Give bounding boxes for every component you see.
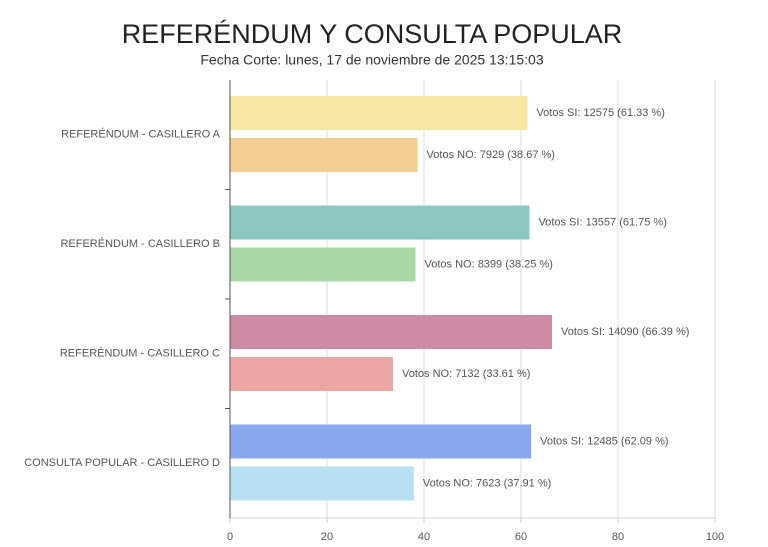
- bar: [230, 138, 418, 172]
- value-label: Votos SI: 14090 (66.39 %): [561, 326, 689, 338]
- x-tick-label: 40: [418, 531, 430, 543]
- y-tick-label: REFERÉNDUM - CASILLERO B: [60, 237, 220, 250]
- chart-title: REFERÉNDUM Y CONSULTA POPULAR: [122, 19, 623, 49]
- bar: [230, 205, 530, 240]
- bar: [230, 315, 552, 349]
- value-label: Votos SI: 12485 (62.09 %): [540, 435, 668, 447]
- value-label: Votos SI: 12575 (61.33 %): [536, 107, 664, 119]
- x-tick-label: 100: [706, 531, 724, 543]
- bar: [230, 357, 394, 391]
- x-tick-label: 60: [515, 531, 527, 543]
- y-tick-label: REFERÉNDUM - CASILLERO C: [60, 347, 220, 360]
- value-label: Votos NO: 7929 (38.67 %): [427, 149, 555, 161]
- x-tick-label: 20: [321, 531, 333, 543]
- value-label: Votos NO: 7623 (37.91 %): [423, 477, 551, 489]
- bar: [230, 466, 414, 501]
- bar: [230, 424, 532, 459]
- x-tick-label: 0: [227, 531, 233, 543]
- chart-subtitle: Fecha Corte: lunes, 17 de noviembre de 2…: [200, 52, 543, 68]
- value-label: Votos SI: 13557 (61.75 %): [538, 216, 666, 228]
- y-tick-label: REFERÉNDUM - CASILLERO A: [61, 128, 221, 141]
- bar: [230, 247, 416, 282]
- bar: [230, 96, 528, 130]
- value-label: Votos NO: 8399 (38.25 %): [425, 258, 553, 270]
- x-tick-label: 80: [612, 531, 624, 543]
- y-tick-label: CONSULTA POPULAR - CASILLERO D: [24, 457, 220, 469]
- value-label: Votos NO: 7132 (33.61 %): [402, 368, 530, 380]
